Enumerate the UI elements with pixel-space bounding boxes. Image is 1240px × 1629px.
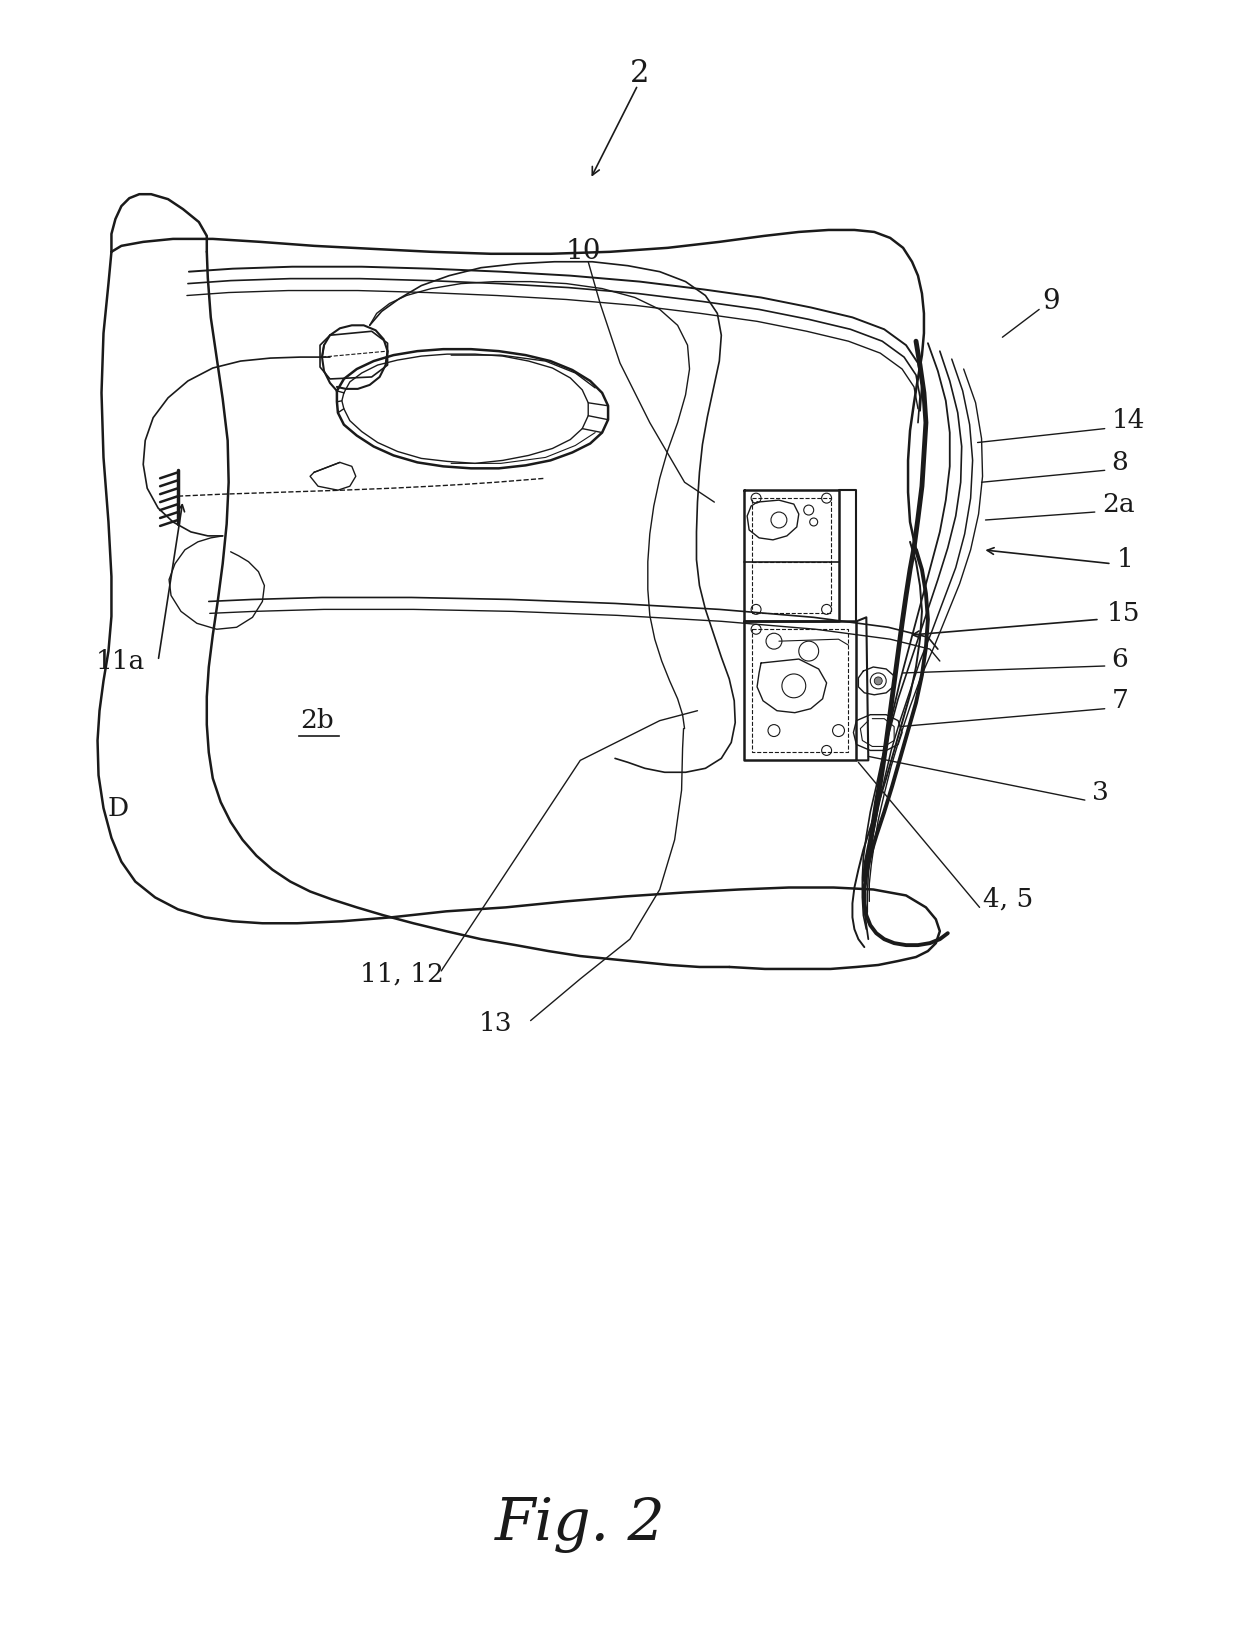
Text: 13: 13: [479, 1012, 512, 1036]
Text: 8: 8: [1112, 450, 1128, 476]
Circle shape: [874, 678, 882, 684]
Text: 4, 5: 4, 5: [982, 886, 1033, 912]
Text: 7: 7: [1112, 689, 1128, 714]
Text: 1: 1: [1117, 547, 1133, 572]
Text: 15: 15: [1107, 601, 1141, 626]
Text: 11a: 11a: [95, 648, 145, 673]
Text: 14: 14: [1112, 409, 1146, 433]
Text: 2a: 2a: [1102, 492, 1135, 516]
Text: 10: 10: [565, 238, 601, 266]
Text: 2: 2: [630, 57, 650, 88]
Text: 2b: 2b: [300, 709, 334, 733]
Text: 6: 6: [1112, 647, 1128, 671]
Text: 9: 9: [1042, 288, 1060, 314]
Text: D: D: [108, 795, 129, 821]
Text: 11, 12: 11, 12: [360, 961, 444, 987]
Text: Fig. 2: Fig. 2: [495, 1497, 666, 1554]
Text: 3: 3: [1091, 780, 1109, 805]
